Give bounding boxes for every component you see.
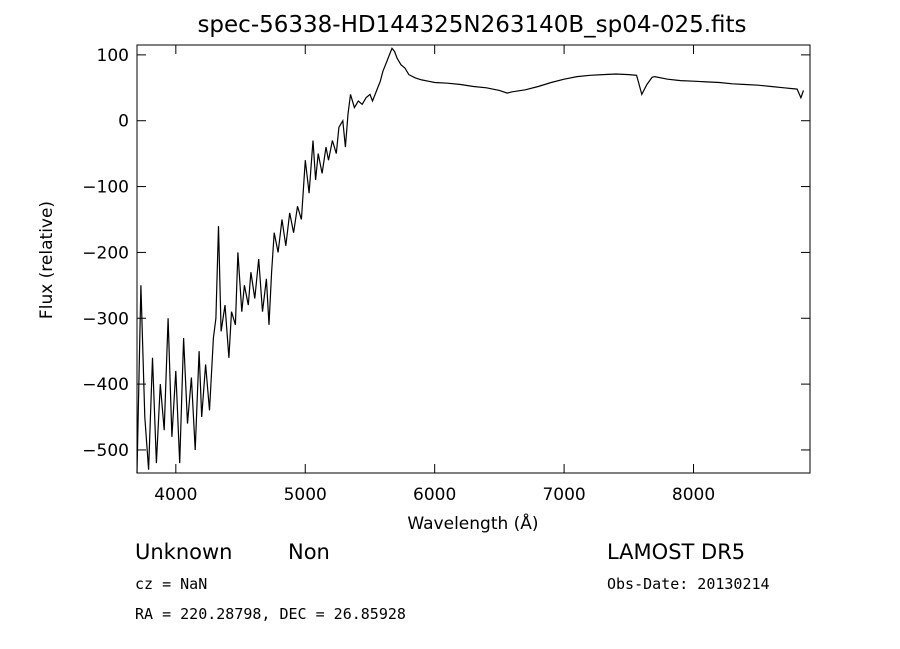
y-tick-label: −500 bbox=[82, 441, 129, 461]
x-tick-label: 4000 bbox=[154, 485, 197, 505]
y-tick-label: −400 bbox=[82, 375, 129, 395]
x-tick-label: 8000 bbox=[672, 485, 715, 505]
y-tick-label: 100 bbox=[97, 46, 129, 66]
x-tick-label: 6000 bbox=[413, 485, 456, 505]
y-tick-label: −200 bbox=[82, 243, 129, 263]
redshift-text: cz = NaN bbox=[135, 575, 207, 593]
object-subclass-text: Non bbox=[288, 540, 330, 564]
plot-frame bbox=[136, 44, 811, 474]
x-tick-label: 5000 bbox=[284, 485, 327, 505]
obs-date-text: Obs-Date: 20130214 bbox=[607, 575, 770, 593]
y-axis-label: Flux (relative) bbox=[37, 201, 57, 319]
survey-name-text: LAMOST DR5 bbox=[607, 540, 745, 564]
x-axis-label: Wavelength (Å) bbox=[407, 512, 538, 534]
spectrum-series-line bbox=[136, 47, 805, 474]
y-tick-label: −100 bbox=[82, 178, 129, 198]
x-axis: 4000 5000 6000 7000 8000 bbox=[154, 45, 715, 505]
y-tick-label: −300 bbox=[82, 309, 129, 329]
chart-title: spec-56338-HD144325N263140B_sp04-025.fit… bbox=[197, 12, 746, 38]
y-axis: −500 −400 −300 −200 −100 0 100 bbox=[82, 46, 810, 461]
coordinates-text: RA = 220.28798, DEC = 26.85928 bbox=[135, 605, 406, 623]
y-tick-label: 0 bbox=[118, 112, 129, 132]
object-class-text: Unknown bbox=[135, 540, 232, 564]
x-tick-label: 7000 bbox=[542, 485, 585, 505]
